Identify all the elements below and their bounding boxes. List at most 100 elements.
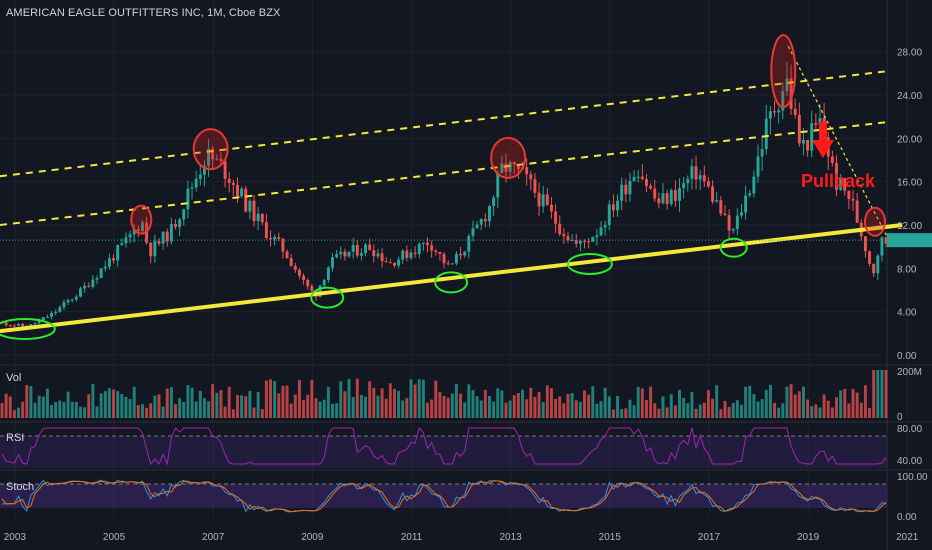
volume-bar: [306, 394, 310, 418]
candle-body: [475, 224, 479, 229]
volume-bar: [549, 388, 553, 418]
stoch-tick-label: 0.00: [897, 512, 917, 523]
volume-bar: [760, 399, 764, 418]
volume-bar: [781, 403, 785, 418]
candle-body: [549, 204, 553, 212]
volume-bar: [768, 384, 772, 418]
volume-bar: [512, 395, 516, 418]
volume-bar: [830, 407, 834, 418]
volume-bar: [438, 391, 442, 418]
candle-body: [645, 179, 648, 186]
volume-bar: [537, 391, 541, 418]
candle-body: [157, 241, 161, 244]
candle-body: [508, 162, 512, 172]
rsi-pane: [0, 426, 887, 468]
down-arrow-icon: [812, 122, 834, 158]
candle-body: [793, 108, 797, 116]
volume-bar: [574, 400, 578, 418]
candle-body: [512, 162, 516, 165]
volume-bar: [207, 401, 211, 418]
candle-body: [95, 277, 99, 280]
candle-body: [355, 245, 359, 256]
candle-body: [132, 229, 136, 235]
volume-bar: [756, 401, 760, 418]
candle-body: [66, 300, 70, 303]
stoch-pane-label: Stoch: [6, 481, 35, 493]
volume-bar: [335, 403, 339, 418]
x-tick-label: 2007: [202, 532, 225, 543]
candle-body: [855, 200, 859, 223]
candle-body: [326, 267, 330, 280]
volume-bar: [872, 370, 876, 418]
candle-body: [347, 251, 351, 257]
candle-body: [781, 91, 785, 111]
volume-bar: [45, 388, 49, 418]
candle-body: [773, 111, 777, 113]
candle-body: [876, 255, 880, 274]
volume-bar: [740, 404, 743, 418]
candle-body: [297, 269, 301, 276]
candle-body: [128, 234, 132, 238]
candle-body: [830, 156, 834, 163]
candle-body: [211, 148, 215, 160]
candle-body: [777, 110, 781, 113]
volume-bar: [372, 387, 376, 418]
candle-body: [351, 245, 355, 252]
candle-body: [678, 188, 681, 201]
volume-bar: [128, 399, 132, 418]
candle-body: [116, 245, 120, 261]
x-tick-label: 2003: [4, 532, 27, 543]
volume-bar: [401, 400, 405, 418]
volume-bar: [727, 406, 731, 418]
candle-body: [686, 178, 690, 184]
x-tick-label: 2011: [401, 532, 423, 543]
volume-bar: [822, 394, 826, 418]
volume-bar: [595, 403, 599, 418]
candle-body: [223, 161, 227, 179]
volume-bar: [690, 391, 694, 418]
volume-bar: [66, 391, 70, 418]
volume-bar: [801, 386, 805, 418]
candle-body: [843, 178, 847, 191]
volume-bar: [87, 394, 91, 418]
volume-tick-label: 200M: [897, 367, 922, 378]
candle-body: [533, 179, 537, 193]
volume-bar: [706, 390, 710, 418]
candle-body: [302, 275, 306, 280]
candle-body: [50, 312, 54, 317]
volume-bar: [91, 384, 95, 418]
price-pane: Pullback: [0, 34, 903, 340]
candle-body: [37, 320, 41, 324]
volume-bar: [384, 398, 388, 418]
volume-bar: [810, 406, 814, 418]
volume-bar: [314, 398, 318, 418]
candle-body: [318, 285, 322, 297]
volume-bar: [636, 386, 640, 418]
candle-body: [463, 251, 467, 256]
candle-body: [558, 223, 562, 235]
candle-body: [797, 115, 801, 144]
volume-bar: [182, 401, 186, 418]
candle-body: [426, 242, 429, 246]
red-highlight-ellipse: [130, 204, 153, 235]
candle-body: [611, 204, 615, 211]
volume-bar: [504, 402, 508, 418]
candle-body: [665, 193, 669, 204]
volume-bar: [880, 370, 884, 418]
candle-body: [632, 176, 636, 181]
candle-body: [182, 209, 186, 220]
volume-bar: [269, 379, 272, 418]
volume-bar: [475, 396, 479, 418]
volume-bar: [678, 389, 681, 418]
volume-bar: [686, 403, 690, 418]
volume-bar: [496, 388, 500, 418]
candle-body: [331, 257, 334, 268]
volume-bar: [277, 393, 281, 418]
candle-body: [488, 206, 491, 222]
volume-bar: [583, 390, 586, 418]
volume-bar: [252, 407, 256, 418]
candle-body: [500, 163, 504, 173]
candle-body: [731, 229, 735, 231]
volume-bar: [260, 409, 264, 418]
